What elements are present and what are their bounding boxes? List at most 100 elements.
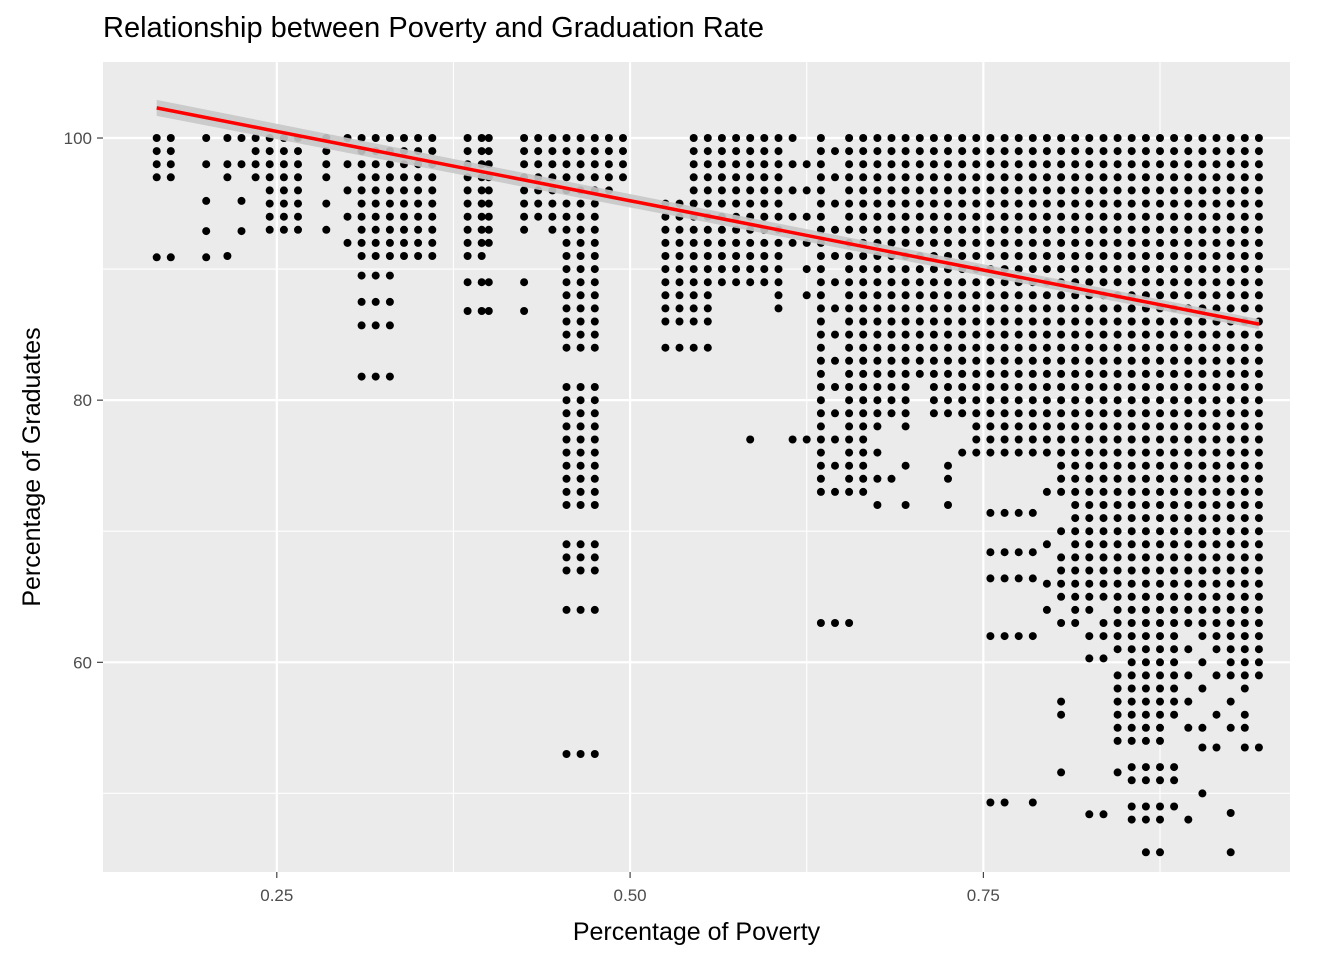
data-point [1085, 212, 1094, 221]
data-point [1113, 238, 1122, 247]
data-point [590, 422, 599, 431]
data-point [774, 147, 783, 156]
data-point [901, 291, 910, 300]
data-point [1141, 278, 1150, 287]
data-point [929, 225, 938, 234]
data-point [788, 134, 797, 142]
data-point [816, 199, 825, 208]
data-point [385, 225, 394, 234]
data-point [1057, 356, 1066, 365]
data-point [1127, 252, 1136, 260]
data-point [1198, 514, 1207, 523]
data-point [1156, 645, 1164, 654]
data-point [1226, 809, 1235, 817]
data-point [1226, 645, 1235, 654]
data-point [1014, 396, 1023, 405]
data-point [1127, 212, 1136, 221]
data-point [152, 134, 161, 142]
data-point [1170, 186, 1179, 195]
data-point [1071, 566, 1080, 575]
data-point [1014, 304, 1023, 313]
data-point [1240, 265, 1249, 274]
data-point [1240, 252, 1249, 260]
data-point [1014, 225, 1023, 234]
data-point [1085, 238, 1094, 247]
data-point [1141, 212, 1150, 221]
data-point [1156, 238, 1164, 247]
data-point [1170, 553, 1179, 562]
data-point [1127, 199, 1136, 208]
data-point [1254, 671, 1263, 680]
data-point [1156, 684, 1164, 693]
data-point [1226, 553, 1235, 562]
data-point [972, 304, 981, 313]
data-point [1085, 566, 1094, 575]
data-point [1212, 743, 1221, 752]
data-point [1254, 147, 1263, 156]
data-point [1240, 396, 1249, 405]
data-point [1113, 186, 1122, 195]
data-point [1170, 238, 1179, 247]
data-point [1184, 147, 1193, 156]
data-point [703, 173, 712, 182]
data-point [845, 461, 854, 470]
data-point [845, 474, 854, 483]
data-point [1000, 252, 1009, 260]
data-point [944, 212, 952, 221]
data-point [1198, 238, 1207, 247]
data-point [1170, 278, 1179, 287]
data-point [576, 317, 585, 326]
data-point [1057, 343, 1066, 352]
data-point [1141, 317, 1150, 326]
data-point [590, 566, 599, 575]
data-point [1156, 815, 1164, 824]
data-point [1127, 723, 1136, 732]
data-point [590, 474, 599, 483]
data-point [972, 212, 981, 221]
data-point [484, 278, 493, 287]
data-point [1057, 330, 1066, 339]
data-point [1170, 448, 1179, 457]
data-point [816, 147, 825, 156]
data-point [661, 252, 670, 260]
data-point [562, 304, 571, 313]
data-point [1170, 199, 1179, 208]
data-point [816, 409, 825, 418]
data-point [1071, 501, 1080, 509]
data-point [901, 173, 910, 182]
data-point [1014, 160, 1023, 169]
data-point [1156, 252, 1164, 260]
data-point [1071, 540, 1080, 549]
data-point [915, 160, 924, 169]
data-point [463, 252, 472, 260]
data-point [1113, 487, 1122, 496]
data-point [1113, 566, 1122, 575]
data-point [1170, 619, 1179, 627]
data-point [1226, 697, 1235, 706]
data-point [1170, 697, 1179, 706]
data-point [294, 160, 302, 169]
data-point [1184, 238, 1193, 247]
data-point [845, 317, 854, 326]
data-point [1198, 134, 1207, 142]
data-point [1170, 776, 1179, 785]
data-point [859, 212, 868, 221]
data-point [675, 238, 684, 247]
data-point [604, 160, 613, 169]
data-point [1028, 134, 1037, 142]
data-point [1127, 356, 1136, 365]
data-point [972, 343, 981, 352]
data-point [1071, 435, 1080, 444]
data-point [1170, 383, 1179, 391]
data-point [1254, 409, 1263, 418]
data-point [1071, 383, 1080, 391]
data-point [1240, 383, 1249, 391]
data-point [1156, 632, 1164, 641]
data-point [1000, 383, 1009, 391]
data-point [972, 448, 981, 457]
data-point [929, 343, 938, 352]
data-point [1156, 619, 1164, 627]
data-point [534, 147, 543, 156]
data-point [1014, 369, 1023, 378]
data-point [816, 212, 825, 221]
